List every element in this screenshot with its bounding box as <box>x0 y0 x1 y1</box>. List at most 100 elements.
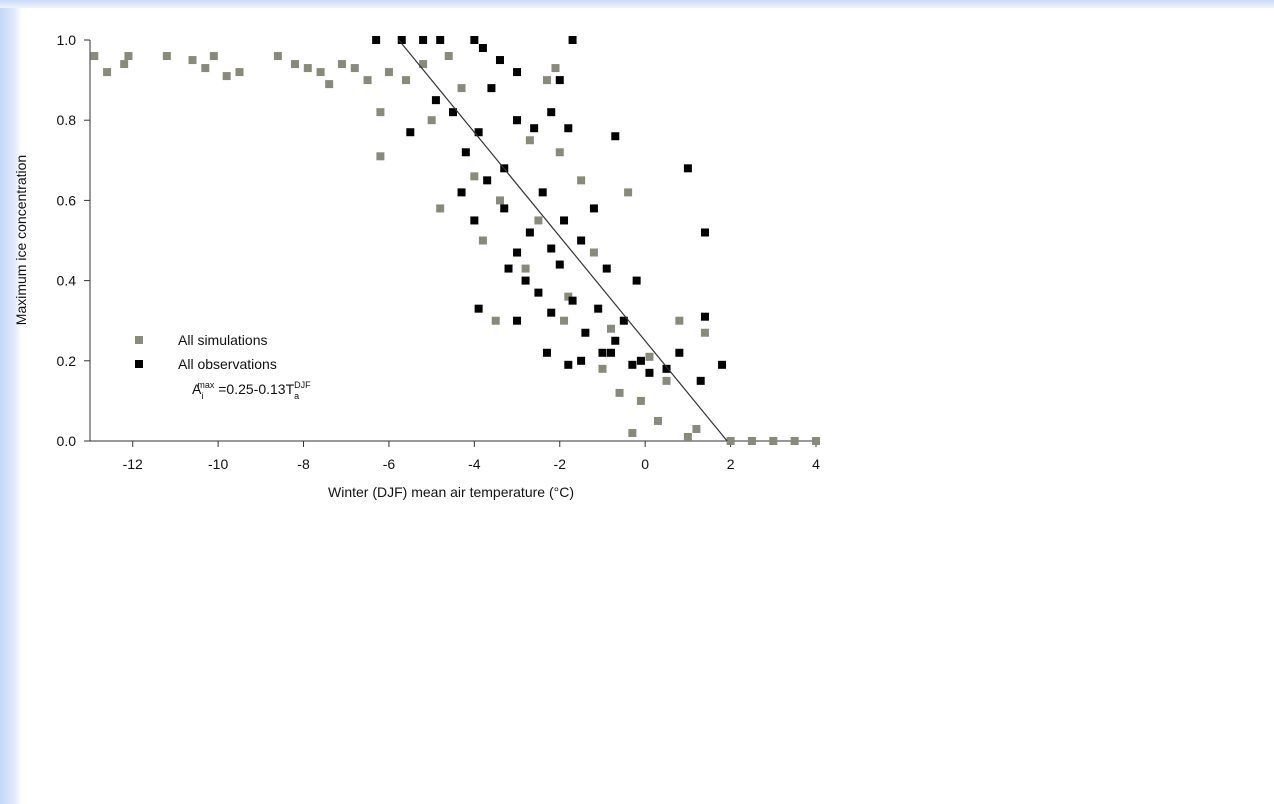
point <box>564 360 573 369</box>
point <box>675 316 684 325</box>
point <box>201 64 210 73</box>
point <box>363 76 372 85</box>
point <box>547 244 556 253</box>
point <box>376 152 385 161</box>
point <box>478 44 487 53</box>
point <box>427 116 436 125</box>
point <box>636 356 645 365</box>
point <box>513 116 522 125</box>
point <box>577 236 586 245</box>
legend-label: All simulations <box>178 332 267 348</box>
formula: Aimax =0.25-0.13TaDJF <box>192 380 311 401</box>
point <box>525 136 534 145</box>
point <box>513 316 522 325</box>
point <box>564 292 573 301</box>
point <box>747 437 756 445</box>
y-tick-label: 0.4 <box>57 273 77 289</box>
point <box>162 52 171 61</box>
point <box>530 124 539 133</box>
point <box>696 376 705 385</box>
point <box>555 260 564 269</box>
point <box>431 96 440 105</box>
point <box>103 68 112 77</box>
formula-part: a <box>294 391 299 401</box>
point <box>350 64 359 73</box>
y-tick-label: 0.0 <box>57 433 77 449</box>
point <box>611 336 620 345</box>
y-tick-label: 0.8 <box>57 112 77 128</box>
point <box>222 72 231 81</box>
point <box>560 216 569 225</box>
point <box>726 437 735 445</box>
point <box>470 36 479 44</box>
point <box>615 388 624 397</box>
point <box>444 52 453 61</box>
point <box>303 64 312 73</box>
point <box>483 176 492 185</box>
formula-part: A <box>192 381 202 397</box>
point <box>577 176 586 185</box>
point <box>555 76 564 85</box>
point <box>568 296 577 305</box>
point <box>188 56 197 65</box>
point <box>487 84 496 93</box>
point <box>470 172 479 181</box>
point <box>628 360 637 369</box>
point <box>491 316 500 325</box>
point <box>376 108 385 117</box>
point <box>521 264 530 273</box>
point <box>636 396 645 405</box>
point <box>504 264 513 273</box>
x-axis-label: Winter (DJF) mean air temperature (°C) <box>328 484 574 500</box>
x-tick-label: -10 <box>208 456 228 472</box>
point <box>461 148 470 157</box>
point <box>534 288 543 297</box>
point <box>384 68 393 77</box>
point <box>235 68 244 77</box>
point <box>534 216 543 225</box>
x-tick-label: 4 <box>812 456 820 472</box>
x-tick-label: -8 <box>297 456 310 472</box>
point <box>470 216 479 225</box>
point <box>525 228 534 237</box>
point <box>769 437 778 445</box>
y-tick-label: 1.0 <box>57 32 77 48</box>
point <box>547 108 556 117</box>
point <box>718 360 727 369</box>
point <box>662 376 671 385</box>
formula-part: =0.25-0.13T <box>214 381 294 397</box>
point <box>372 36 381 44</box>
point <box>598 348 607 357</box>
point <box>273 52 282 61</box>
y-tick-label: 0.6 <box>57 192 77 208</box>
point <box>624 188 633 197</box>
point <box>402 76 411 85</box>
point <box>560 316 569 325</box>
point <box>607 324 616 333</box>
point <box>436 204 445 213</box>
point <box>564 124 573 133</box>
point <box>645 368 654 377</box>
point <box>209 52 218 61</box>
point <box>449 108 457 117</box>
point <box>581 328 590 337</box>
x-tick-label: -2 <box>554 456 567 472</box>
point <box>325 80 334 89</box>
point <box>555 148 564 157</box>
point <box>547 308 556 317</box>
point <box>700 312 709 321</box>
point <box>645 352 654 361</box>
point <box>683 432 692 441</box>
point <box>457 188 466 197</box>
point <box>521 276 530 285</box>
point <box>594 304 603 313</box>
point <box>598 364 607 373</box>
formula-part: DJF <box>294 380 311 390</box>
point <box>419 36 428 44</box>
point <box>700 328 709 337</box>
point <box>316 68 325 77</box>
point <box>551 64 560 73</box>
formula-part: max <box>197 380 215 390</box>
